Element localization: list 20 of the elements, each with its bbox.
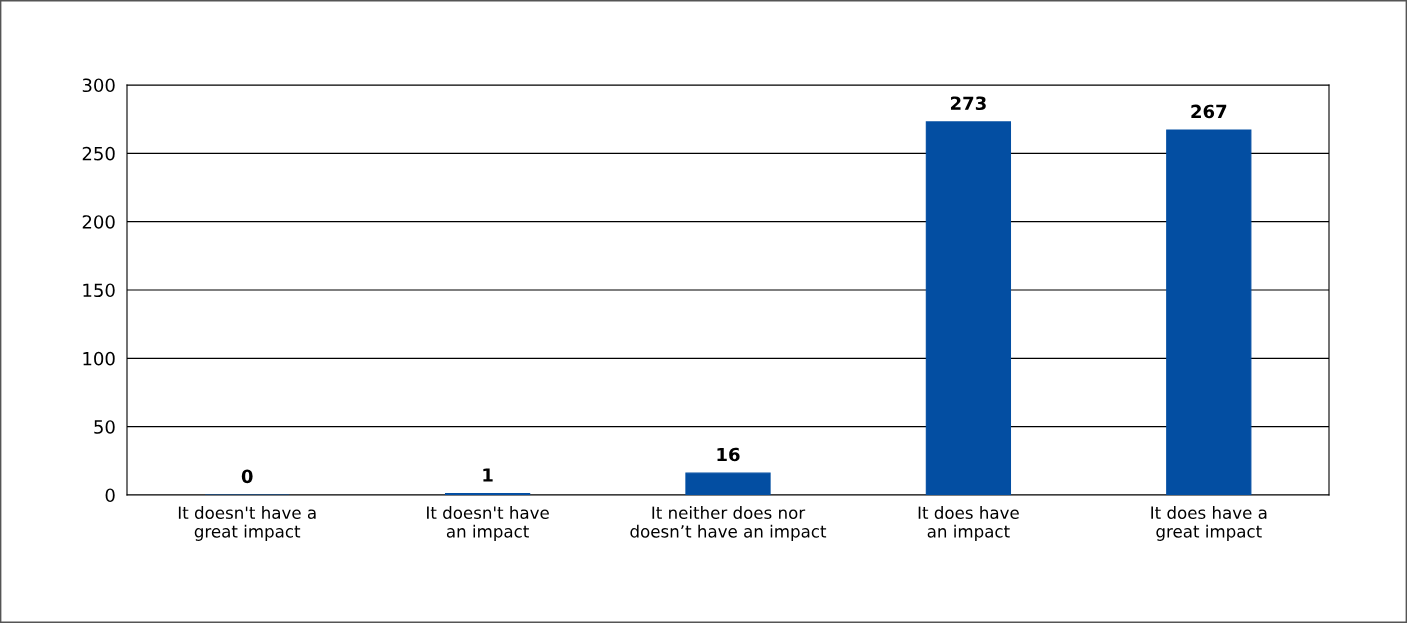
x-tick-label: It does have an impact (918, 506, 1019, 541)
x-tick-label: It doesn't have an impact (427, 506, 549, 541)
y-tick-label: 250 (82, 146, 115, 161)
data-label: 0 (241, 469, 253, 484)
x-tick-label: It does have a great impact (1151, 506, 1267, 541)
y-tick-label: 0 (105, 488, 115, 503)
y-tick-label: 100 (83, 351, 115, 366)
bar (1166, 129, 1252, 495)
data-label: 1 (483, 468, 493, 482)
y-tick-label: 150 (83, 283, 115, 298)
data-label: 16 (717, 447, 740, 462)
x-tick-label: It neither does nor doesn’t have an impact (630, 506, 827, 541)
data-label: 273 (950, 96, 986, 111)
bar (685, 472, 771, 495)
bar (925, 121, 1012, 495)
x-tick-label: It doesn't have a great impact (178, 506, 316, 541)
data-label: 267 (1191, 104, 1227, 119)
y-tick-label: 50 (94, 420, 115, 434)
y-tick-label: 200 (82, 215, 115, 229)
y-tick-label: 300 (82, 78, 115, 93)
